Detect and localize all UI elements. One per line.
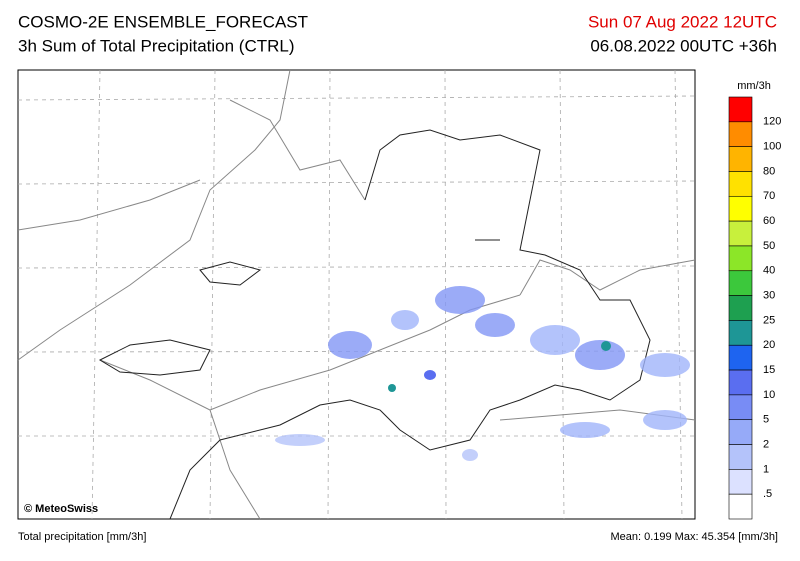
legend-swatch: [728, 394, 753, 421]
legend-swatch: [728, 270, 753, 296]
legend-swatch: [728, 171, 753, 197]
legend-swatch: [728, 146, 753, 172]
legend-label: 40: [763, 265, 775, 277]
legend-unit: mm/3h: [737, 80, 771, 92]
legend-swatch: [728, 195, 753, 222]
map-frame: [17, 69, 696, 520]
legend-swatch: [728, 419, 753, 445]
subtitle: 3h Sum of Total Precipitation (CTRL): [18, 36, 295, 55]
legend-label: 80: [763, 165, 775, 177]
legend-label: 70: [763, 190, 775, 202]
footer-right: Mean: 0.199 Max: 45.354 [mm/3h]: [610, 531, 778, 543]
legend-swatch: [728, 320, 753, 346]
legend-label: 5: [763, 414, 769, 426]
precipitation: [275, 286, 690, 461]
legend-label: 2: [763, 438, 769, 450]
legend-swatch: [728, 245, 753, 272]
legend-label: 25: [763, 314, 775, 326]
legend-label: .5: [763, 488, 772, 500]
legend-label: 50: [763, 240, 775, 252]
legend-label: 60: [763, 215, 775, 227]
legend-swatch: [728, 444, 753, 470]
run-time: 06.08.2022 00UTC +36h: [590, 36, 777, 55]
legend-swatch: [728, 121, 753, 147]
map: © MeteoSwiss: [17, 69, 696, 520]
legend-swatch: [728, 344, 753, 371]
legend-label: 1: [763, 463, 769, 475]
legend-label: 10: [763, 389, 775, 401]
legend: mm/3h 120 100 80 70 60 50 40 30 25 20 15 10 5 2 1 .5: [728, 80, 781, 520]
title: COSMO-2E ENSEMBLE_FORECAST: [18, 12, 308, 31]
footer-left: Total precipitation [mm/3h]: [18, 531, 146, 543]
legend-label: 120: [763, 116, 781, 128]
valid-time: Sun 07 Aug 2022 12UTC: [588, 12, 777, 31]
coastline: [98, 129, 651, 520]
legend-label: 15: [763, 364, 775, 376]
legend-label: 20: [763, 339, 775, 351]
legend-swatch: [728, 220, 753, 247]
legend-swatch: [728, 469, 753, 495]
legend-label: 30: [763, 289, 775, 301]
credit: © MeteoSwiss: [24, 503, 98, 515]
legend-swatch: [728, 369, 753, 396]
legend-swatch: [728, 493, 753, 520]
legend-swatch: [728, 96, 753, 123]
legend-label: 100: [763, 141, 781, 153]
legend-swatch: [728, 295, 753, 321]
